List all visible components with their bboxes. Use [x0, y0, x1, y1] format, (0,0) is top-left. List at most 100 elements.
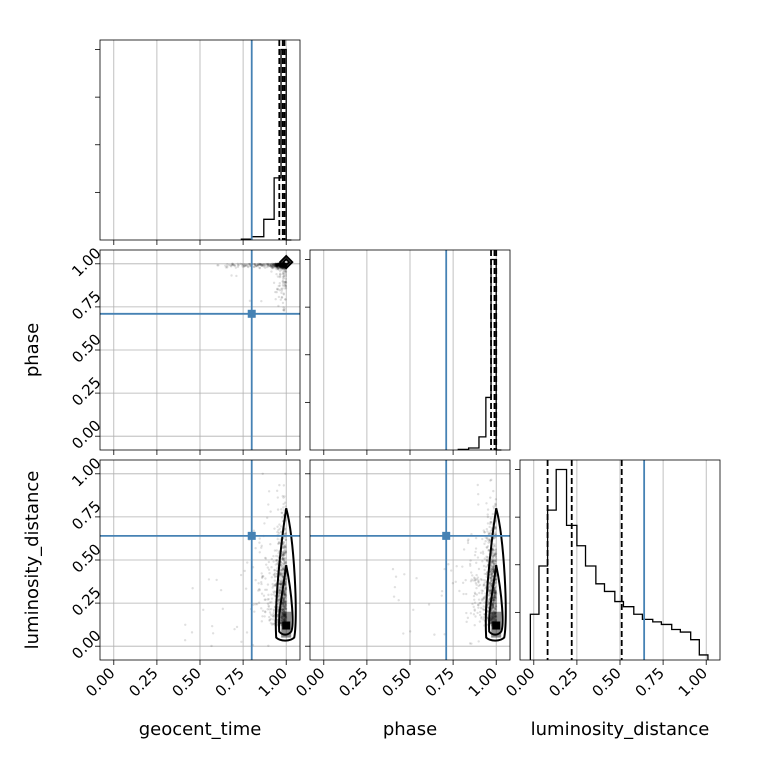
sample-point: [277, 266, 280, 269]
sample-point: [226, 263, 229, 266]
y-tick-label: 0.25: [68, 583, 104, 619]
sample-point: [268, 601, 272, 604]
sample-point: [493, 531, 497, 534]
sample-point: [280, 564, 283, 567]
sample-point: [280, 608, 284, 611]
sample-point: [269, 264, 272, 268]
sample-point: [493, 559, 497, 563]
sample-point: [477, 603, 480, 607]
sample-point: [493, 617, 496, 620]
sample-point: [280, 266, 283, 269]
sample-point: [485, 537, 489, 540]
sample-point: [491, 617, 494, 620]
sample-point: [481, 560, 484, 563]
sample-point: [468, 642, 472, 645]
sample-point: [279, 264, 283, 268]
sample-point: [282, 554, 286, 557]
sample-point: [275, 262, 279, 266]
sample-point: [284, 298, 287, 301]
density-contour: [278, 254, 294, 270]
sample-point: [277, 262, 280, 266]
sample-point: [492, 610, 495, 614]
sample-point: [490, 478, 493, 482]
sample-point: [468, 562, 472, 566]
sample-point: [283, 609, 286, 612]
sample-point: [494, 525, 497, 529]
sample-point: [489, 565, 493, 568]
sample-point: [278, 263, 282, 266]
sample-point: [277, 263, 280, 266]
sample-point: [264, 262, 268, 266]
sample-point: [283, 495, 286, 498]
sample-point: [494, 611, 498, 614]
sample-point: [279, 263, 282, 267]
sample-point: [274, 265, 278, 268]
sample-point: [474, 578, 477, 582]
sample-point: [276, 264, 280, 267]
sample-point: [276, 530, 279, 534]
sample-point: [489, 588, 492, 591]
sample-point: [282, 602, 285, 605]
sample-point: [254, 265, 257, 268]
sample-point: [263, 598, 267, 601]
sample-point: [279, 264, 283, 268]
sample-point: [492, 565, 496, 569]
sample-point: [284, 587, 288, 590]
sample-point: [279, 263, 282, 267]
sample-point: [474, 615, 477, 618]
sample-point: [244, 264, 248, 268]
sample-point: [273, 568, 276, 572]
sample-point: [278, 589, 281, 592]
sample-point: [282, 271, 285, 274]
sample-point: [278, 582, 281, 585]
sample-point: [284, 615, 288, 619]
sample-point: [494, 602, 498, 605]
sample-point: [270, 623, 274, 626]
sample-point: [282, 542, 285, 546]
sample-point: [492, 593, 496, 596]
sample-point: [478, 583, 482, 587]
sample-point: [279, 619, 283, 623]
sample-point: [263, 556, 267, 560]
sample-point: [483, 613, 486, 616]
sample-point: [275, 263, 278, 266]
sample-point: [284, 592, 287, 596]
sample-point: [274, 262, 278, 266]
sample-point: [281, 552, 285, 556]
sample-point: [262, 575, 265, 578]
sample-point: [272, 593, 275, 596]
sample-point: [254, 547, 257, 550]
sample-point: [283, 561, 287, 565]
sample-point: [491, 548, 495, 551]
sample-point: [283, 545, 287, 548]
sample-point: [488, 585, 491, 589]
sample-point: [491, 558, 494, 562]
sample-point: [283, 588, 287, 592]
sample-point: [281, 610, 284, 613]
sample-point: [279, 264, 282, 267]
sample-point: [276, 264, 279, 267]
sample-point: [493, 588, 497, 592]
sample-point: [282, 600, 286, 604]
sample-point: [283, 599, 286, 603]
sample-point: [492, 557, 495, 560]
sample-point: [280, 614, 283, 618]
sample-point: [492, 610, 495, 614]
sample-point: [473, 624, 476, 627]
sample-point: [248, 264, 252, 267]
sample-point: [494, 617, 497, 621]
sample-point: [278, 589, 281, 593]
sample-point: [278, 264, 282, 268]
sample-point: [279, 264, 283, 267]
sample-point: [257, 582, 260, 585]
sample-point: [284, 505, 287, 508]
sample-point: [491, 575, 494, 578]
sample-point: [282, 553, 285, 557]
sample-point: [493, 591, 497, 594]
sample-point: [277, 304, 280, 308]
sample-point: [282, 608, 285, 611]
sample-point: [489, 517, 493, 520]
sample-point: [277, 589, 281, 592]
sample-point: [491, 613, 494, 616]
sample-point: [454, 580, 457, 584]
